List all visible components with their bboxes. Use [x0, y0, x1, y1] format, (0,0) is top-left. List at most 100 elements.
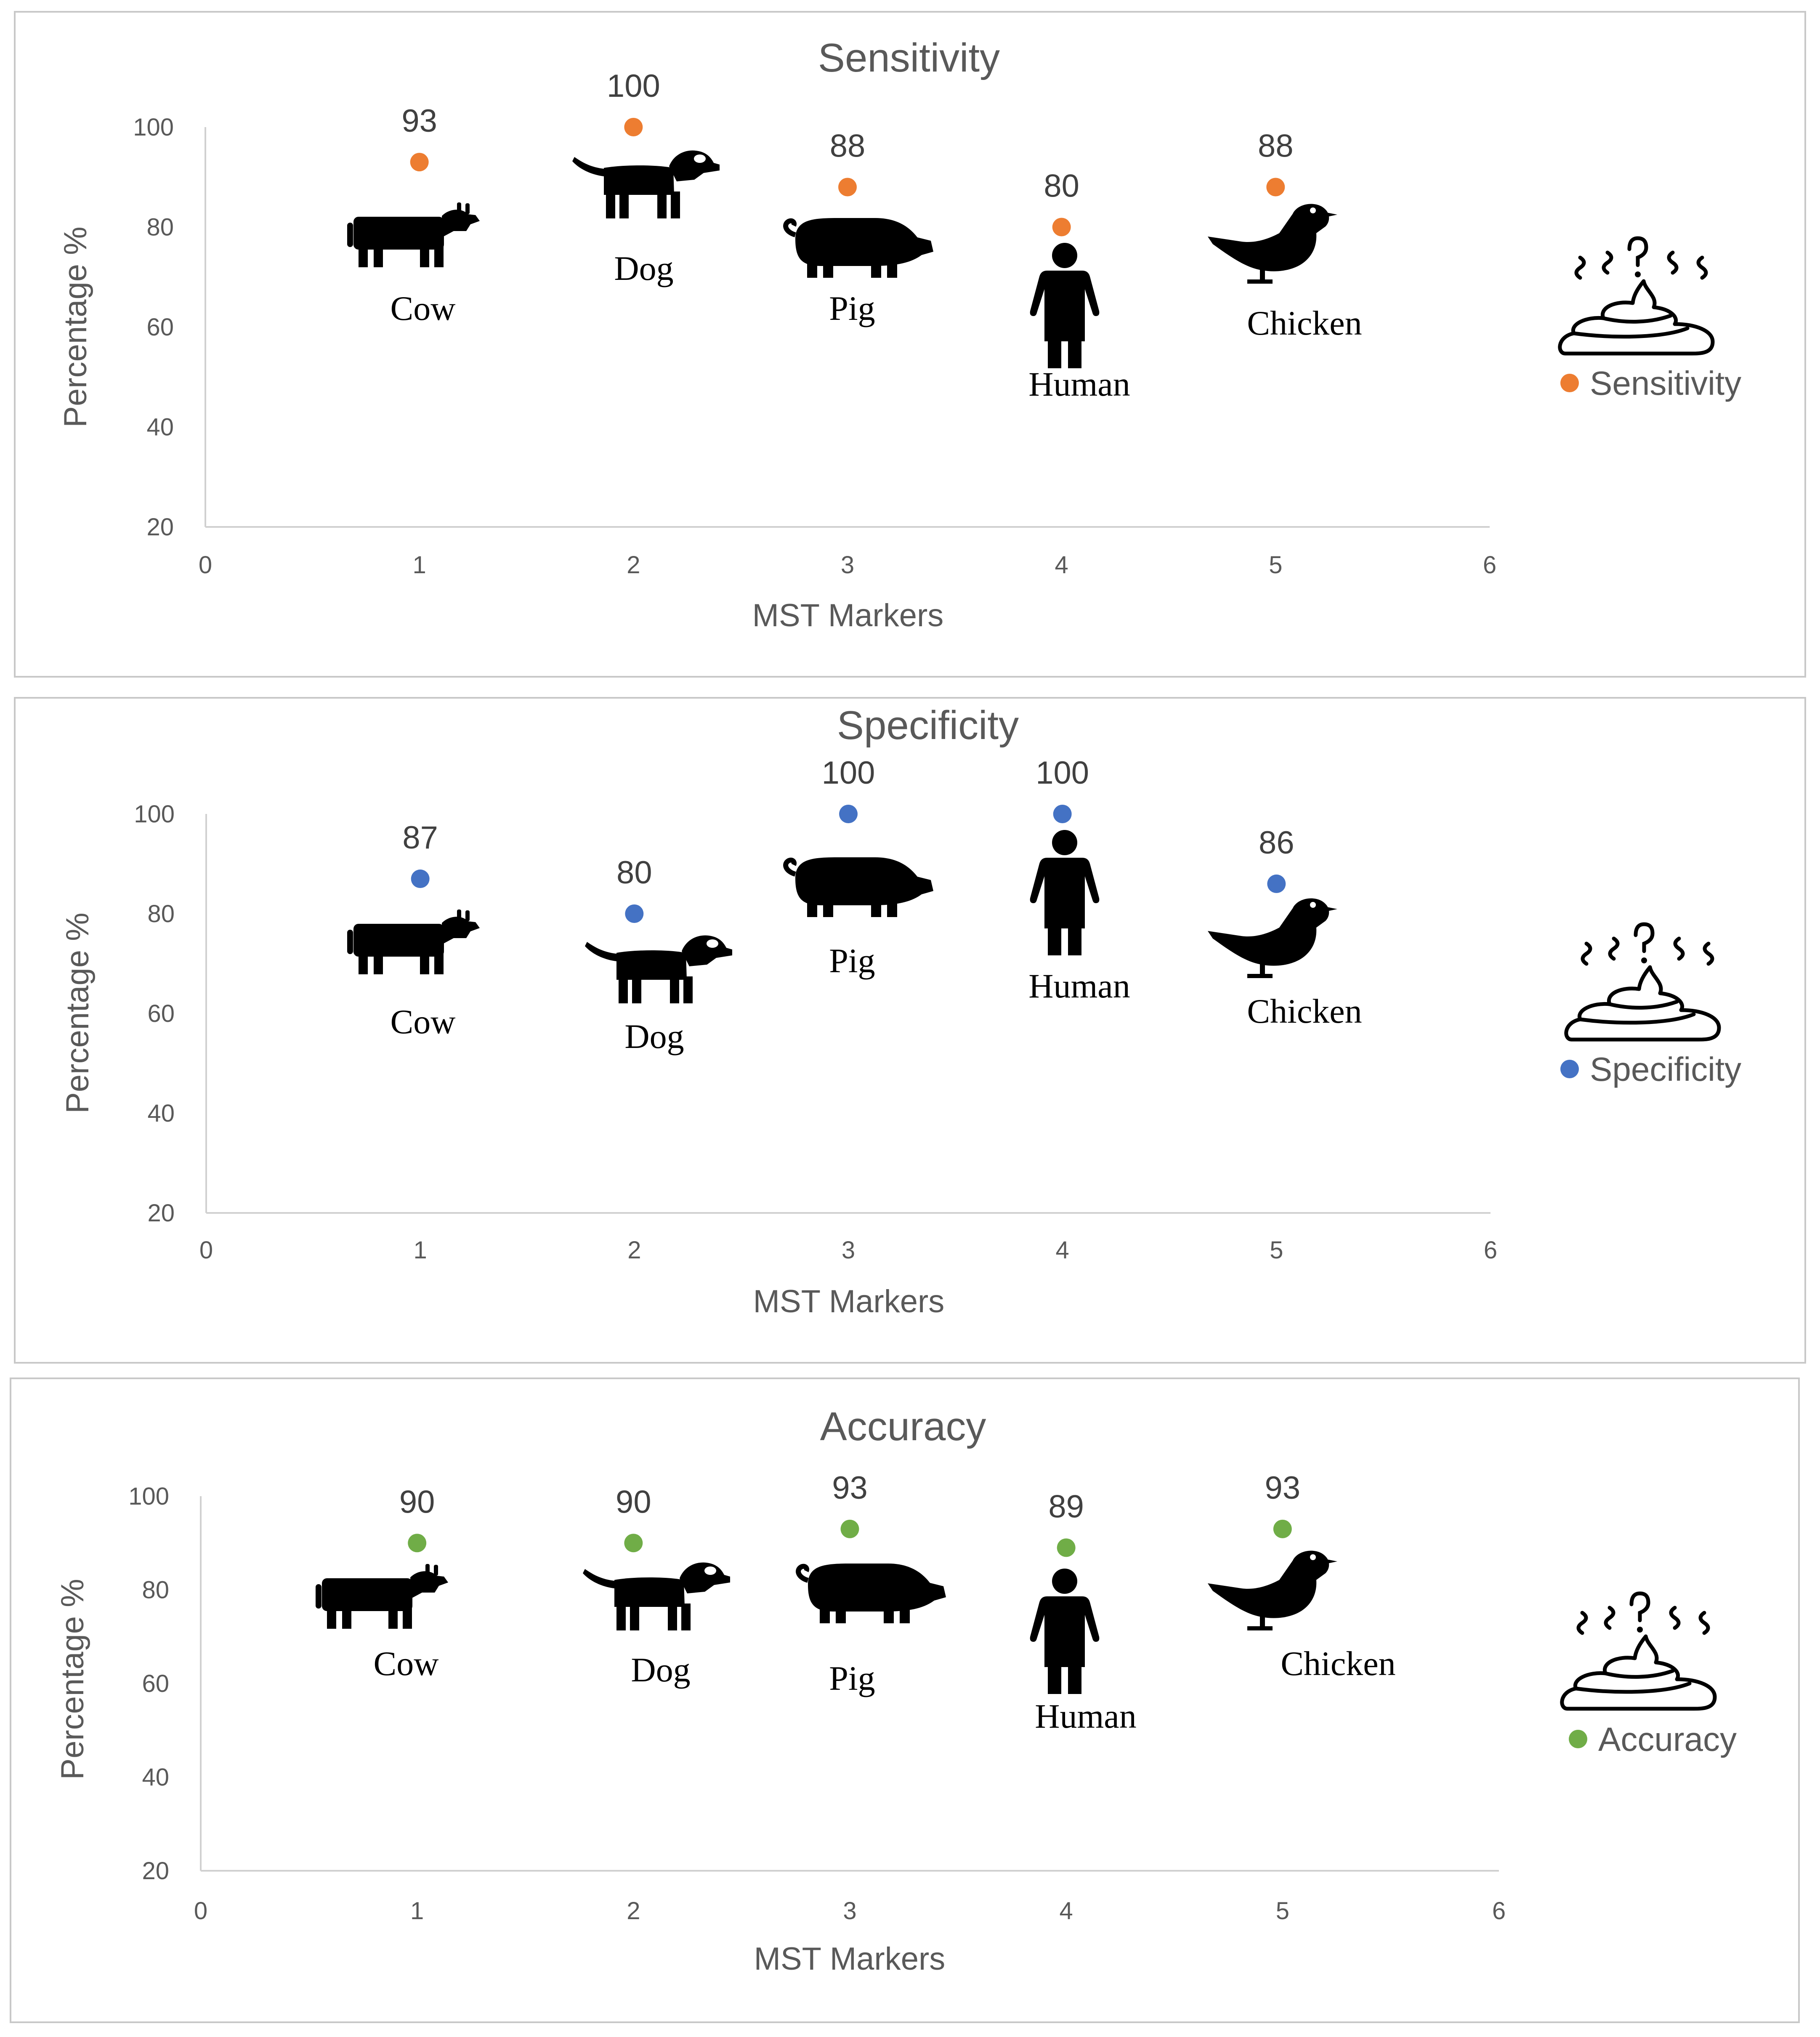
- category-label: Human: [1035, 1697, 1136, 1735]
- data-point: [624, 118, 643, 136]
- data-label: 100: [822, 755, 875, 791]
- y-tick-label: 40: [147, 1100, 175, 1127]
- chart-frame: [10, 1378, 1800, 2023]
- data-point: [839, 805, 858, 823]
- data-point: [1266, 178, 1285, 197]
- data-label: 100: [1036, 755, 1089, 791]
- x-tick-label: 4: [1055, 551, 1068, 579]
- y-tick-label: 20: [146, 513, 174, 541]
- x-tick-label: 4: [1060, 1897, 1073, 1925]
- legend-marker: [1560, 374, 1579, 392]
- y-tick-label: 60: [146, 314, 174, 341]
- x-tick-label: 0: [194, 1897, 207, 1925]
- category-label: Pig: [829, 1659, 875, 1697]
- category-label: Cow: [374, 1644, 439, 1683]
- y-tick-label: 60: [147, 1000, 175, 1027]
- data-label: 90: [399, 1484, 435, 1520]
- x-tick-label: 5: [1269, 551, 1282, 579]
- x-tick-label: 3: [843, 1897, 856, 1925]
- x-tick-label: 2: [627, 1237, 641, 1264]
- x-tick-label: 6: [1492, 1897, 1506, 1925]
- data-label: 89: [1048, 1489, 1084, 1524]
- x-tick-label: 5: [1276, 1897, 1289, 1925]
- data-point: [1053, 805, 1072, 823]
- legend-label: Specificity: [1590, 1050, 1741, 1088]
- y-tick-label: 60: [142, 1670, 169, 1697]
- y-tick-label: 40: [146, 414, 174, 441]
- x-tick-label: 6: [1484, 1237, 1497, 1264]
- x-tick-label: 2: [627, 551, 640, 579]
- category-label: Cow: [391, 1003, 456, 1041]
- legend-marker: [1569, 1730, 1587, 1748]
- x-axis-title: MST Markers: [754, 1941, 946, 1977]
- x-tick-label: 6: [1483, 551, 1496, 579]
- data-label: 93: [401, 103, 437, 139]
- data-point: [625, 904, 644, 923]
- y-tick-label: 20: [142, 1857, 169, 1885]
- category-label: Cow: [391, 289, 456, 327]
- legend-label: Sensitivity: [1590, 364, 1741, 402]
- chart-frame: [14, 11, 1806, 678]
- chart-panel-1: Sensitivity 20 40 60 80 100 0 1 2 3 4 5 6 MST Markers…: [14, 11, 1806, 678]
- data-label: 80: [1044, 168, 1079, 204]
- data-point: [838, 178, 857, 197]
- x-tick-label: 3: [842, 1237, 855, 1264]
- category-label: Dog: [614, 249, 673, 287]
- y-tick-label: 100: [128, 1483, 169, 1510]
- legend-marker: [1560, 1060, 1579, 1078]
- x-axis-title: MST Markers: [753, 1284, 945, 1319]
- data-label: 87: [402, 820, 438, 856]
- data-point: [410, 153, 429, 172]
- data-label: 80: [616, 855, 652, 891]
- category-label: Pig: [829, 289, 875, 327]
- y-tick-label: 100: [134, 800, 175, 828]
- x-tick-label: 1: [410, 1897, 424, 1925]
- x-tick-label: 4: [1056, 1237, 1069, 1264]
- category-label: Dog: [624, 1017, 684, 1056]
- y-axis-title: Percentage %: [60, 912, 96, 1113]
- y-axis-title: Percentage %: [55, 1579, 90, 1779]
- chart-frame: [14, 697, 1806, 1364]
- chart-title: Accuracy: [820, 1404, 986, 1449]
- chart-title: Specificity: [837, 703, 1019, 748]
- data-label: 93: [1265, 1470, 1301, 1506]
- category-label: Human: [1028, 365, 1130, 403]
- x-tick-label: 5: [1270, 1237, 1283, 1264]
- category-label: Chicken: [1247, 992, 1362, 1030]
- legend-label: Accuracy: [1598, 1721, 1737, 1758]
- data-point: [1057, 1538, 1076, 1557]
- chart-title: Sensitivity: [818, 35, 1000, 80]
- y-axis-title: Percentage %: [58, 226, 93, 427]
- y-tick-label: 80: [147, 900, 175, 928]
- category-label: Chicken: [1281, 1644, 1395, 1683]
- category-label: Dog: [631, 1651, 690, 1689]
- data-point: [1267, 874, 1286, 893]
- data-label: 93: [832, 1470, 868, 1506]
- category-label: Human: [1028, 967, 1130, 1005]
- data-point: [1273, 1519, 1292, 1538]
- y-tick-label: 20: [147, 1199, 175, 1227]
- data-point: [1052, 218, 1071, 237]
- chart-panel-3: Accuracy 20 40 60 80 100 0 1 2 3 4 5 6 MST Markers Per…: [10, 1378, 1800, 2023]
- x-tick-label: 1: [413, 551, 426, 579]
- data-label: 86: [1259, 825, 1294, 861]
- y-tick-label: 80: [142, 1577, 169, 1604]
- x-tick-label: 3: [841, 551, 854, 579]
- data-point: [840, 1519, 859, 1538]
- data-label: 100: [607, 68, 660, 104]
- category-label: Pig: [829, 941, 875, 980]
- chart-panel-2: Specificity 20 40 60 80 100 0 1 2 3 4 5 6 MST Markers…: [14, 697, 1806, 1364]
- data-point: [624, 1534, 643, 1553]
- x-axis-title: MST Markers: [752, 598, 944, 633]
- x-tick-label: 1: [414, 1237, 427, 1264]
- x-tick-label: 0: [199, 1237, 213, 1264]
- category-label: Chicken: [1247, 304, 1362, 342]
- data-label: 88: [1258, 128, 1294, 164]
- y-tick-label: 100: [133, 114, 174, 141]
- data-point: [411, 870, 430, 888]
- data-label: 88: [830, 128, 866, 164]
- data-label: 90: [616, 1484, 651, 1520]
- x-tick-label: 0: [199, 551, 212, 579]
- data-point: [408, 1534, 427, 1553]
